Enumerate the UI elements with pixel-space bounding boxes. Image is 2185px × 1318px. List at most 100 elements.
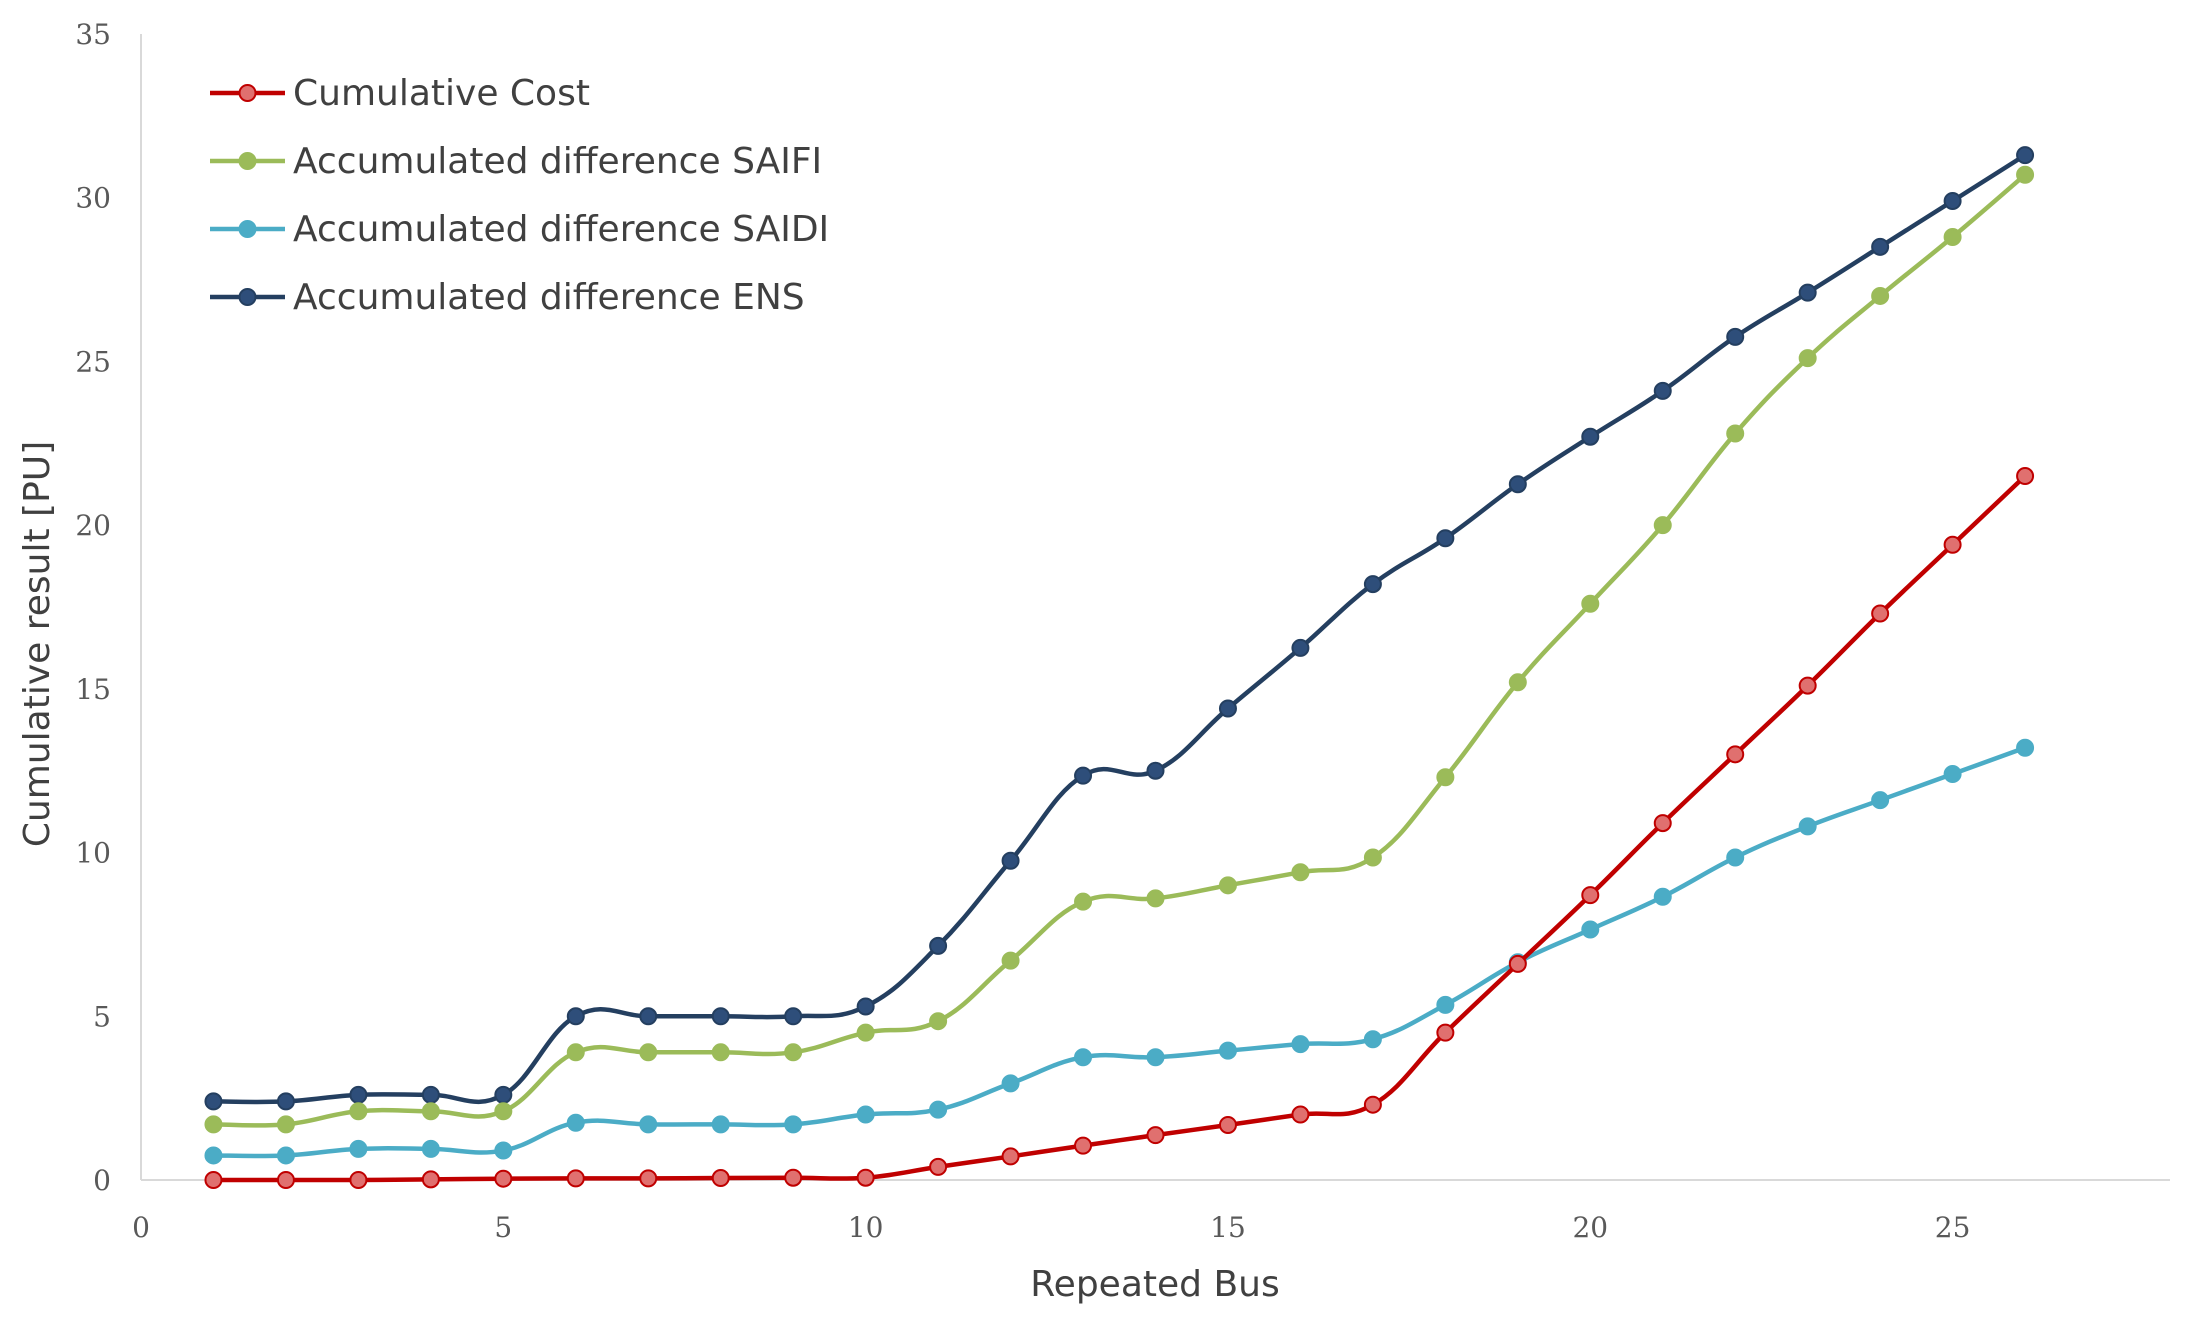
data-point <box>1363 1095 1382 1114</box>
data-point <box>1074 1136 1093 1155</box>
data-point <box>856 1168 875 1187</box>
legend: Cumulative Cost Accumulated difference SA… <box>210 73 829 318</box>
data-point <box>421 1102 440 1121</box>
y-tick-label: 20 <box>75 509 111 542</box>
data-point <box>421 1139 440 1158</box>
data-point <box>494 1085 513 1104</box>
data-point <box>204 1115 223 1134</box>
data-point <box>566 1113 585 1132</box>
data-point <box>349 1171 368 1189</box>
data-point <box>929 936 948 955</box>
data-point <box>1798 817 1817 836</box>
y-axis-title: Cumulative result [PU] <box>17 441 58 847</box>
y-tick-label: 10 <box>75 837 111 870</box>
data-point <box>639 1169 658 1188</box>
data-point <box>349 1102 368 1121</box>
legend-item: Accumulated difference SAIDI <box>210 209 829 250</box>
data-point <box>1363 848 1382 867</box>
data-point <box>2016 467 2035 486</box>
data-point <box>856 1023 875 1042</box>
data-point <box>349 1085 368 1104</box>
legend-item: Cumulative Cost <box>210 73 590 114</box>
data-point <box>276 1146 295 1165</box>
data-point <box>1218 1115 1237 1134</box>
data-point <box>421 1085 440 1104</box>
y-tick-label: 0 <box>93 1164 111 1197</box>
data-point <box>1943 535 1962 554</box>
data-point <box>711 1169 730 1188</box>
data-point <box>639 1007 658 1026</box>
data-point <box>1508 475 1527 494</box>
x-tick-label: 15 <box>1210 1211 1246 1244</box>
data-point <box>1581 920 1600 939</box>
data-point <box>1581 594 1600 613</box>
data-point <box>929 1157 948 1176</box>
x-tick-label: 5 <box>494 1211 512 1244</box>
data-point <box>1943 228 1962 247</box>
data-point <box>784 1007 803 1026</box>
series-1 <box>204 165 2035 1134</box>
data-point <box>1146 1048 1165 1067</box>
data-point <box>711 1043 730 1062</box>
x-tick-label: 0 <box>132 1211 150 1244</box>
series-line <box>211 745 2028 1159</box>
data-point <box>1363 575 1382 594</box>
data-point <box>1001 951 1020 970</box>
data-point <box>2016 146 2035 165</box>
data-point <box>1726 327 1745 346</box>
x-tick-labels: 0 5 10 15 20 25 <box>132 1211 1970 1244</box>
data-point <box>856 997 875 1016</box>
legend-marker <box>238 288 257 306</box>
data-point <box>1653 814 1672 833</box>
data-point <box>1146 1126 1165 1145</box>
data-point <box>1653 516 1672 535</box>
data-point <box>784 1115 803 1134</box>
data-point <box>1291 863 1310 882</box>
data-point <box>1871 604 1890 623</box>
data-point <box>1146 889 1165 908</box>
data-point <box>711 1115 730 1134</box>
data-point <box>1291 638 1310 657</box>
data-point <box>566 1043 585 1062</box>
data-point <box>1074 766 1093 785</box>
data-point <box>1218 1041 1237 1060</box>
y-tick-label: 30 <box>75 182 111 215</box>
data-point <box>1001 851 1020 870</box>
data-point <box>929 1100 948 1119</box>
data-point <box>1436 1023 1455 1042</box>
data-point <box>494 1102 513 1121</box>
data-point <box>276 1115 295 1134</box>
legend-label: Cumulative Cost <box>293 73 590 114</box>
legend-label: Accumulated difference SAIFI <box>293 141 822 182</box>
series-layer <box>204 146 2035 1189</box>
data-point <box>276 1092 295 1111</box>
data-point <box>1581 886 1600 905</box>
legend-marker <box>238 220 257 238</box>
legend-item: Accumulated difference SAIFI <box>210 141 822 182</box>
data-point <box>204 1092 223 1111</box>
data-point <box>2016 738 2035 757</box>
legend-item: Accumulated difference ENS <box>210 277 805 318</box>
data-point <box>1291 1105 1310 1124</box>
data-point <box>1871 237 1890 256</box>
legend-label: Accumulated difference SAIDI <box>293 209 829 250</box>
data-point <box>1363 1030 1382 1049</box>
data-point <box>204 1146 223 1165</box>
series-0 <box>204 467 2035 1189</box>
data-point <box>1943 764 1962 783</box>
data-point <box>784 1043 803 1062</box>
y-tick-label: 15 <box>75 673 111 706</box>
legend-marker <box>238 84 257 102</box>
data-point <box>1726 424 1745 443</box>
data-point <box>1508 954 1527 973</box>
data-point <box>566 1169 585 1188</box>
data-point <box>1871 791 1890 810</box>
data-point <box>1436 529 1455 548</box>
x-tick-label: 25 <box>1935 1211 1971 1244</box>
data-point <box>1436 995 1455 1014</box>
data-point <box>1001 1074 1020 1093</box>
data-point <box>929 1012 948 1031</box>
x-axis-title: Repeated Bus <box>1030 1264 1279 1305</box>
y-tick-label: 25 <box>75 345 111 378</box>
data-point <box>349 1139 368 1158</box>
